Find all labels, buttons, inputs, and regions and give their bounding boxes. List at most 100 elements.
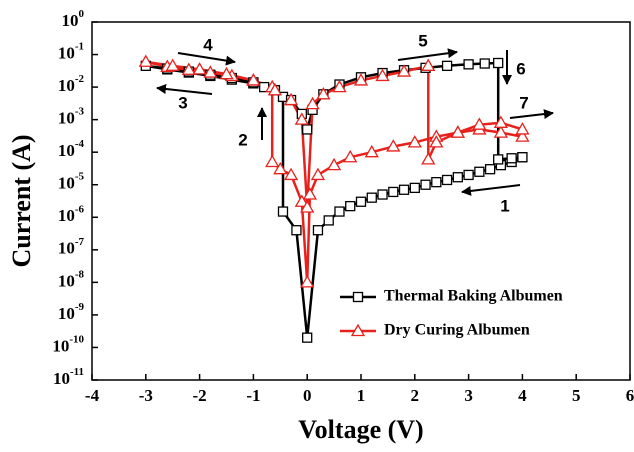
annotation-arrow bbox=[156, 84, 213, 95]
y-tick-label: 10-3 bbox=[58, 105, 85, 127]
y-tick-label: 10-5 bbox=[58, 170, 85, 192]
data-point bbox=[332, 79, 347, 93]
data-point bbox=[310, 167, 326, 181]
data-point bbox=[283, 167, 299, 181]
data-point bbox=[409, 182, 420, 194]
data-point bbox=[484, 164, 496, 175]
annotation: 2 bbox=[238, 130, 247, 149]
legend-marker bbox=[350, 323, 366, 337]
data-point bbox=[219, 66, 234, 80]
data-point bbox=[277, 206, 289, 217]
y-tick-label: 10-4 bbox=[58, 138, 85, 160]
data-point bbox=[267, 82, 283, 96]
x-tick-label: 5 bbox=[572, 386, 581, 405]
data-point bbox=[441, 60, 453, 71]
y-tick-label: 10-2 bbox=[58, 73, 85, 95]
x-tick-label: 2 bbox=[411, 386, 420, 405]
y-tick-label: 10-9 bbox=[58, 300, 85, 322]
y-tick-label: 10-7 bbox=[58, 235, 85, 257]
data-point bbox=[326, 157, 342, 171]
data-point bbox=[291, 225, 302, 236]
legend-label: Dry Curing Albumen bbox=[384, 322, 530, 339]
data-point bbox=[493, 154, 504, 165]
data-point bbox=[493, 125, 509, 138]
data-point bbox=[294, 194, 309, 207]
data-point bbox=[388, 186, 399, 198]
data-point bbox=[312, 225, 324, 236]
y-axis-label: Current (A) bbox=[7, 134, 36, 267]
annotation: 1 bbox=[500, 196, 509, 215]
annotation: 4 bbox=[203, 35, 213, 54]
x-tick-label: 3 bbox=[464, 386, 473, 405]
data-point bbox=[302, 124, 313, 135]
data-point bbox=[181, 62, 196, 75]
y-tick-label: 10-11 bbox=[53, 366, 84, 388]
data-point bbox=[441, 174, 453, 186]
data-point bbox=[302, 332, 313, 343]
legend-label: Thermal Baking Albumen bbox=[384, 288, 563, 305]
data-point bbox=[375, 68, 390, 82]
data-point bbox=[407, 135, 422, 148]
data-point bbox=[138, 54, 153, 67]
data-point bbox=[345, 200, 356, 212]
annotation: 6 bbox=[516, 59, 525, 78]
data-point bbox=[506, 153, 517, 164]
data-point bbox=[515, 129, 530, 142]
x-tick-label: -4 bbox=[85, 386, 100, 405]
annotation-arrow bbox=[177, 52, 236, 66]
annotation: 5 bbox=[418, 31, 427, 50]
annotation-arrow bbox=[461, 184, 521, 196]
data-point bbox=[463, 169, 474, 181]
x-tick-label: 0 bbox=[303, 386, 312, 405]
x-tick-label: 1 bbox=[357, 386, 366, 405]
annotation: 3 bbox=[178, 93, 187, 112]
data-point bbox=[517, 152, 528, 163]
data-point bbox=[474, 166, 485, 177]
x-tick-label: -3 bbox=[139, 386, 153, 405]
annotation-arrow bbox=[509, 109, 554, 120]
data-point bbox=[386, 139, 401, 152]
data-point bbox=[377, 189, 388, 200]
data-point bbox=[302, 187, 318, 200]
data-point bbox=[165, 58, 180, 71]
y-tick-label: 10-1 bbox=[58, 40, 84, 62]
x-tick-label: 4 bbox=[518, 386, 527, 405]
data-point bbox=[265, 154, 280, 168]
data-point bbox=[316, 87, 331, 100]
y-tick-label: 10-8 bbox=[58, 268, 85, 290]
data-point bbox=[364, 144, 379, 158]
data-point bbox=[493, 115, 509, 128]
data-point bbox=[192, 62, 207, 75]
legend-marker bbox=[352, 291, 364, 303]
data-point bbox=[450, 125, 465, 138]
data-point bbox=[421, 152, 436, 165]
data-point bbox=[343, 149, 358, 163]
data-point bbox=[273, 161, 288, 175]
data-point bbox=[355, 196, 367, 207]
x-tick-label: 6 bbox=[626, 386, 634, 405]
data-point bbox=[294, 112, 309, 125]
y-tick-label: 100 bbox=[62, 8, 85, 30]
data-point bbox=[334, 206, 345, 217]
annotation-arrow bbox=[397, 48, 458, 61]
data-point bbox=[203, 65, 218, 78]
data-point bbox=[300, 275, 315, 288]
data-point bbox=[398, 184, 410, 195]
data-point bbox=[493, 57, 504, 69]
data-point bbox=[515, 122, 530, 135]
data-point bbox=[420, 179, 431, 190]
data-point bbox=[300, 200, 315, 213]
x-tick-label: -1 bbox=[246, 386, 260, 405]
data-point bbox=[246, 73, 261, 86]
y-tick-label: 10-10 bbox=[52, 333, 84, 355]
data-point bbox=[366, 192, 377, 203]
data-point bbox=[429, 135, 444, 148]
data-point bbox=[421, 58, 436, 71]
data-point bbox=[472, 117, 487, 130]
y-tick-label: 10-6 bbox=[58, 203, 85, 225]
data-point bbox=[431, 177, 442, 188]
data-point bbox=[283, 92, 299, 106]
data-point bbox=[305, 96, 320, 110]
x-tick-label: -2 bbox=[193, 386, 207, 405]
